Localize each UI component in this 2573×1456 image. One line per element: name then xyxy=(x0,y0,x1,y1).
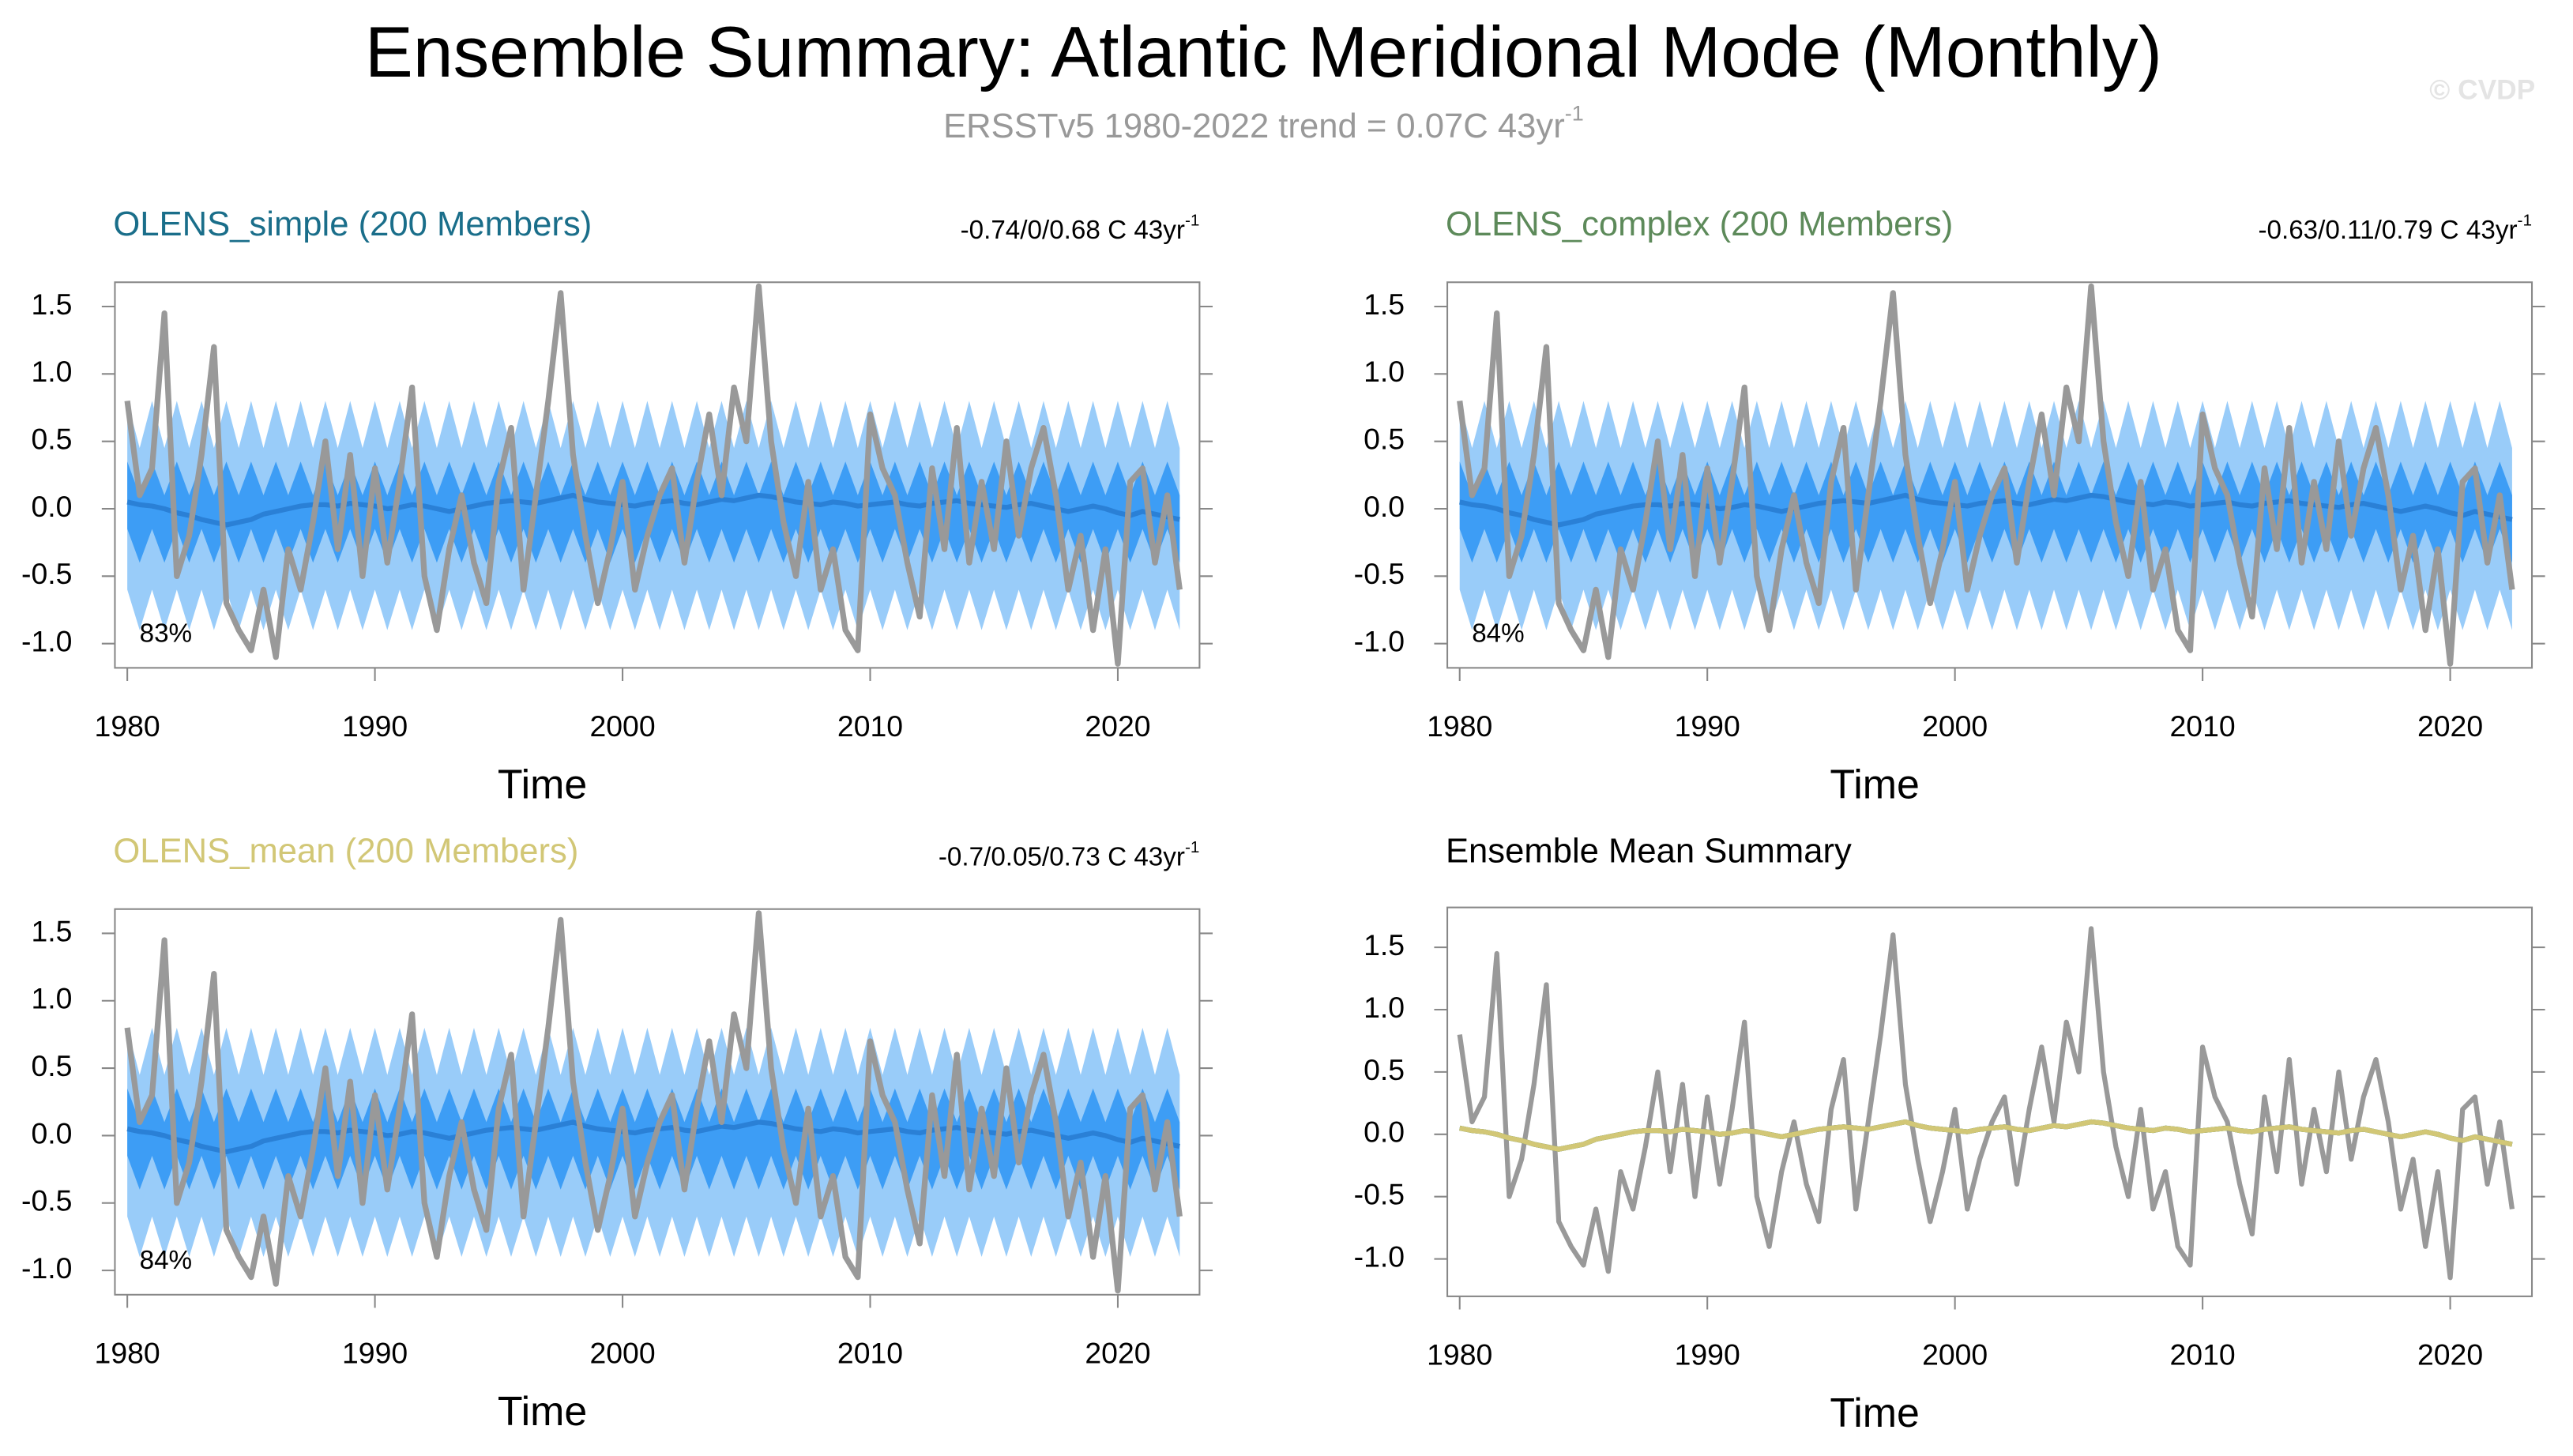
y-tick-label: -0.5 xyxy=(21,557,72,590)
x-tick-label: 2020 xyxy=(1085,709,1150,743)
plot-area xyxy=(1457,283,2515,667)
x-tick-label: 2000 xyxy=(1922,1338,1988,1371)
x-tick-label: 2010 xyxy=(837,709,903,743)
x-tick-label: 2010 xyxy=(837,1337,903,1370)
y-tick-label: 0.0 xyxy=(1364,490,1405,523)
y-tick-label: -1.0 xyxy=(21,1251,72,1285)
trend-text: -0.74/0/0.68 C 43yr xyxy=(961,216,1185,245)
y-tick-label: 1.0 xyxy=(1364,355,1405,388)
plot-area xyxy=(1457,926,2515,1281)
trend-exponent: -1 xyxy=(1185,838,1199,856)
x-tick-label: 1990 xyxy=(1675,709,1740,743)
y-tick-label: -0.5 xyxy=(21,1184,72,1217)
y-tick-label: 0.5 xyxy=(31,423,72,456)
x-tick-label: 2010 xyxy=(2170,1338,2236,1371)
y-tick-label: 1.0 xyxy=(1364,991,1405,1024)
y-tick-label: 1.5 xyxy=(31,288,72,321)
x-tick-label: 2020 xyxy=(2417,709,2483,743)
x-tick-label: 1980 xyxy=(95,1337,160,1370)
subtitle-exponent: -1 xyxy=(1565,102,1584,126)
trend-exponent: -1 xyxy=(1185,212,1199,230)
y-tick-label: -1.0 xyxy=(1354,1240,1405,1273)
panel-title: Ensemble Mean Summary xyxy=(1446,833,1852,871)
panel: -1.0 -0.5 0.0 0.5 1.0 1.5 1980 1990 2000 2010 2020… xyxy=(21,205,1213,808)
x-tick-label: 1990 xyxy=(1675,1338,1740,1371)
trend-text: -0.7/0.05/0.73 C 43yr xyxy=(939,842,1185,871)
y-tick-label: 0.5 xyxy=(1364,423,1405,456)
series-line xyxy=(124,910,1183,1294)
plot-frame xyxy=(1446,906,2534,1297)
trend-label: -0.74/0/0.68 C 43yr-1 xyxy=(961,212,1200,245)
y-tick-label: 1.0 xyxy=(31,355,72,388)
x-tick-label: 2010 xyxy=(2170,709,2236,743)
trend-text: -0.63/0.11/0.79 C 43yr xyxy=(2258,216,2517,245)
x-tick-label: 1980 xyxy=(1427,1338,1492,1371)
y-tick-label: 0.5 xyxy=(31,1049,72,1082)
trend-label: -0.63/0.11/0.79 C 43yr-1 xyxy=(2258,212,2532,245)
x-tick-label: 2020 xyxy=(1085,1337,1150,1370)
panel: -1.0 -0.5 0.0 0.5 1.0 1.5 1980 1990 2000 2010 2020… xyxy=(1354,833,2545,1436)
plot-area xyxy=(124,283,1183,667)
y-tick-label: -1.0 xyxy=(1354,625,1405,658)
series-line xyxy=(1457,926,2515,1281)
x-tick-label: 2000 xyxy=(589,709,655,743)
panel: -1.0 -0.5 0.0 0.5 1.0 1.5 1980 1990 2000 2010 2020… xyxy=(1354,205,2545,808)
x-tick-label: 1990 xyxy=(342,709,408,743)
subtitle-text: ERSSTv5 1980-2022 trend = 0.07C 43yr xyxy=(943,107,1565,145)
series-line xyxy=(126,492,1181,528)
y-tick-label: 0.0 xyxy=(31,490,72,523)
x-axis-label: Time xyxy=(498,1389,587,1435)
series-line xyxy=(1457,283,2515,667)
y-tick-label: -0.5 xyxy=(1354,557,1405,590)
subtitle: ERSSTv5 1980-2022 trend = 0.07C 43yr-1 xyxy=(943,102,1584,145)
x-tick-label: 1990 xyxy=(342,1337,408,1370)
trend-exponent: -1 xyxy=(2518,212,2532,230)
series-line xyxy=(126,1119,1181,1155)
y-tick-label: 1.0 xyxy=(31,982,72,1015)
x-tick-label: 2000 xyxy=(1922,709,1988,743)
percent-annotation: 83% xyxy=(140,619,192,649)
plot-frame xyxy=(114,281,1201,669)
x-axis-label: Time xyxy=(498,762,587,808)
y-tick-label: 1.5 xyxy=(31,914,72,947)
series-line xyxy=(1459,1119,2513,1152)
y-tick-label: 1.5 xyxy=(1364,928,1405,961)
panel-title: OLENS_simple (200 Members) xyxy=(113,205,592,243)
trend-label: -0.7/0.05/0.73 C 43yr-1 xyxy=(939,838,1200,871)
panel-title: OLENS_complex (200 Members) xyxy=(1446,205,1953,243)
panel-title: OLENS_mean (200 Members) xyxy=(113,833,578,871)
percent-annotation: 84% xyxy=(1472,619,1525,649)
series-line xyxy=(124,283,1183,667)
y-tick-label: -0.5 xyxy=(1354,1178,1405,1211)
y-tick-label: 0.5 xyxy=(1364,1053,1405,1086)
y-tick-label: 0.0 xyxy=(1364,1116,1405,1149)
y-tick-label: 1.5 xyxy=(1364,288,1405,321)
percent-annotation: 84% xyxy=(140,1246,192,1275)
plot-area xyxy=(124,910,1183,1294)
x-axis-label: Time xyxy=(1830,762,1919,808)
y-tick-label: -1.0 xyxy=(21,625,72,658)
watermark: © CVDP xyxy=(2429,75,2535,106)
x-axis-label: Time xyxy=(1830,1390,1919,1436)
plot-frame xyxy=(114,908,1201,1296)
x-tick-label: 2020 xyxy=(2417,1338,2483,1371)
x-tick-label: 2000 xyxy=(589,1337,655,1370)
x-tick-label: 1980 xyxy=(95,709,160,743)
y-tick-label: 0.0 xyxy=(31,1116,72,1149)
x-tick-label: 1980 xyxy=(1427,709,1492,743)
panel: -1.0 -0.5 0.0 0.5 1.0 1.5 1980 1990 2000 2010 2020… xyxy=(21,833,1213,1435)
series-line xyxy=(1459,492,2513,528)
main-title: Ensemble Summary: Atlantic Meridional Mo… xyxy=(365,12,2162,92)
plot-frame xyxy=(1446,281,2534,669)
